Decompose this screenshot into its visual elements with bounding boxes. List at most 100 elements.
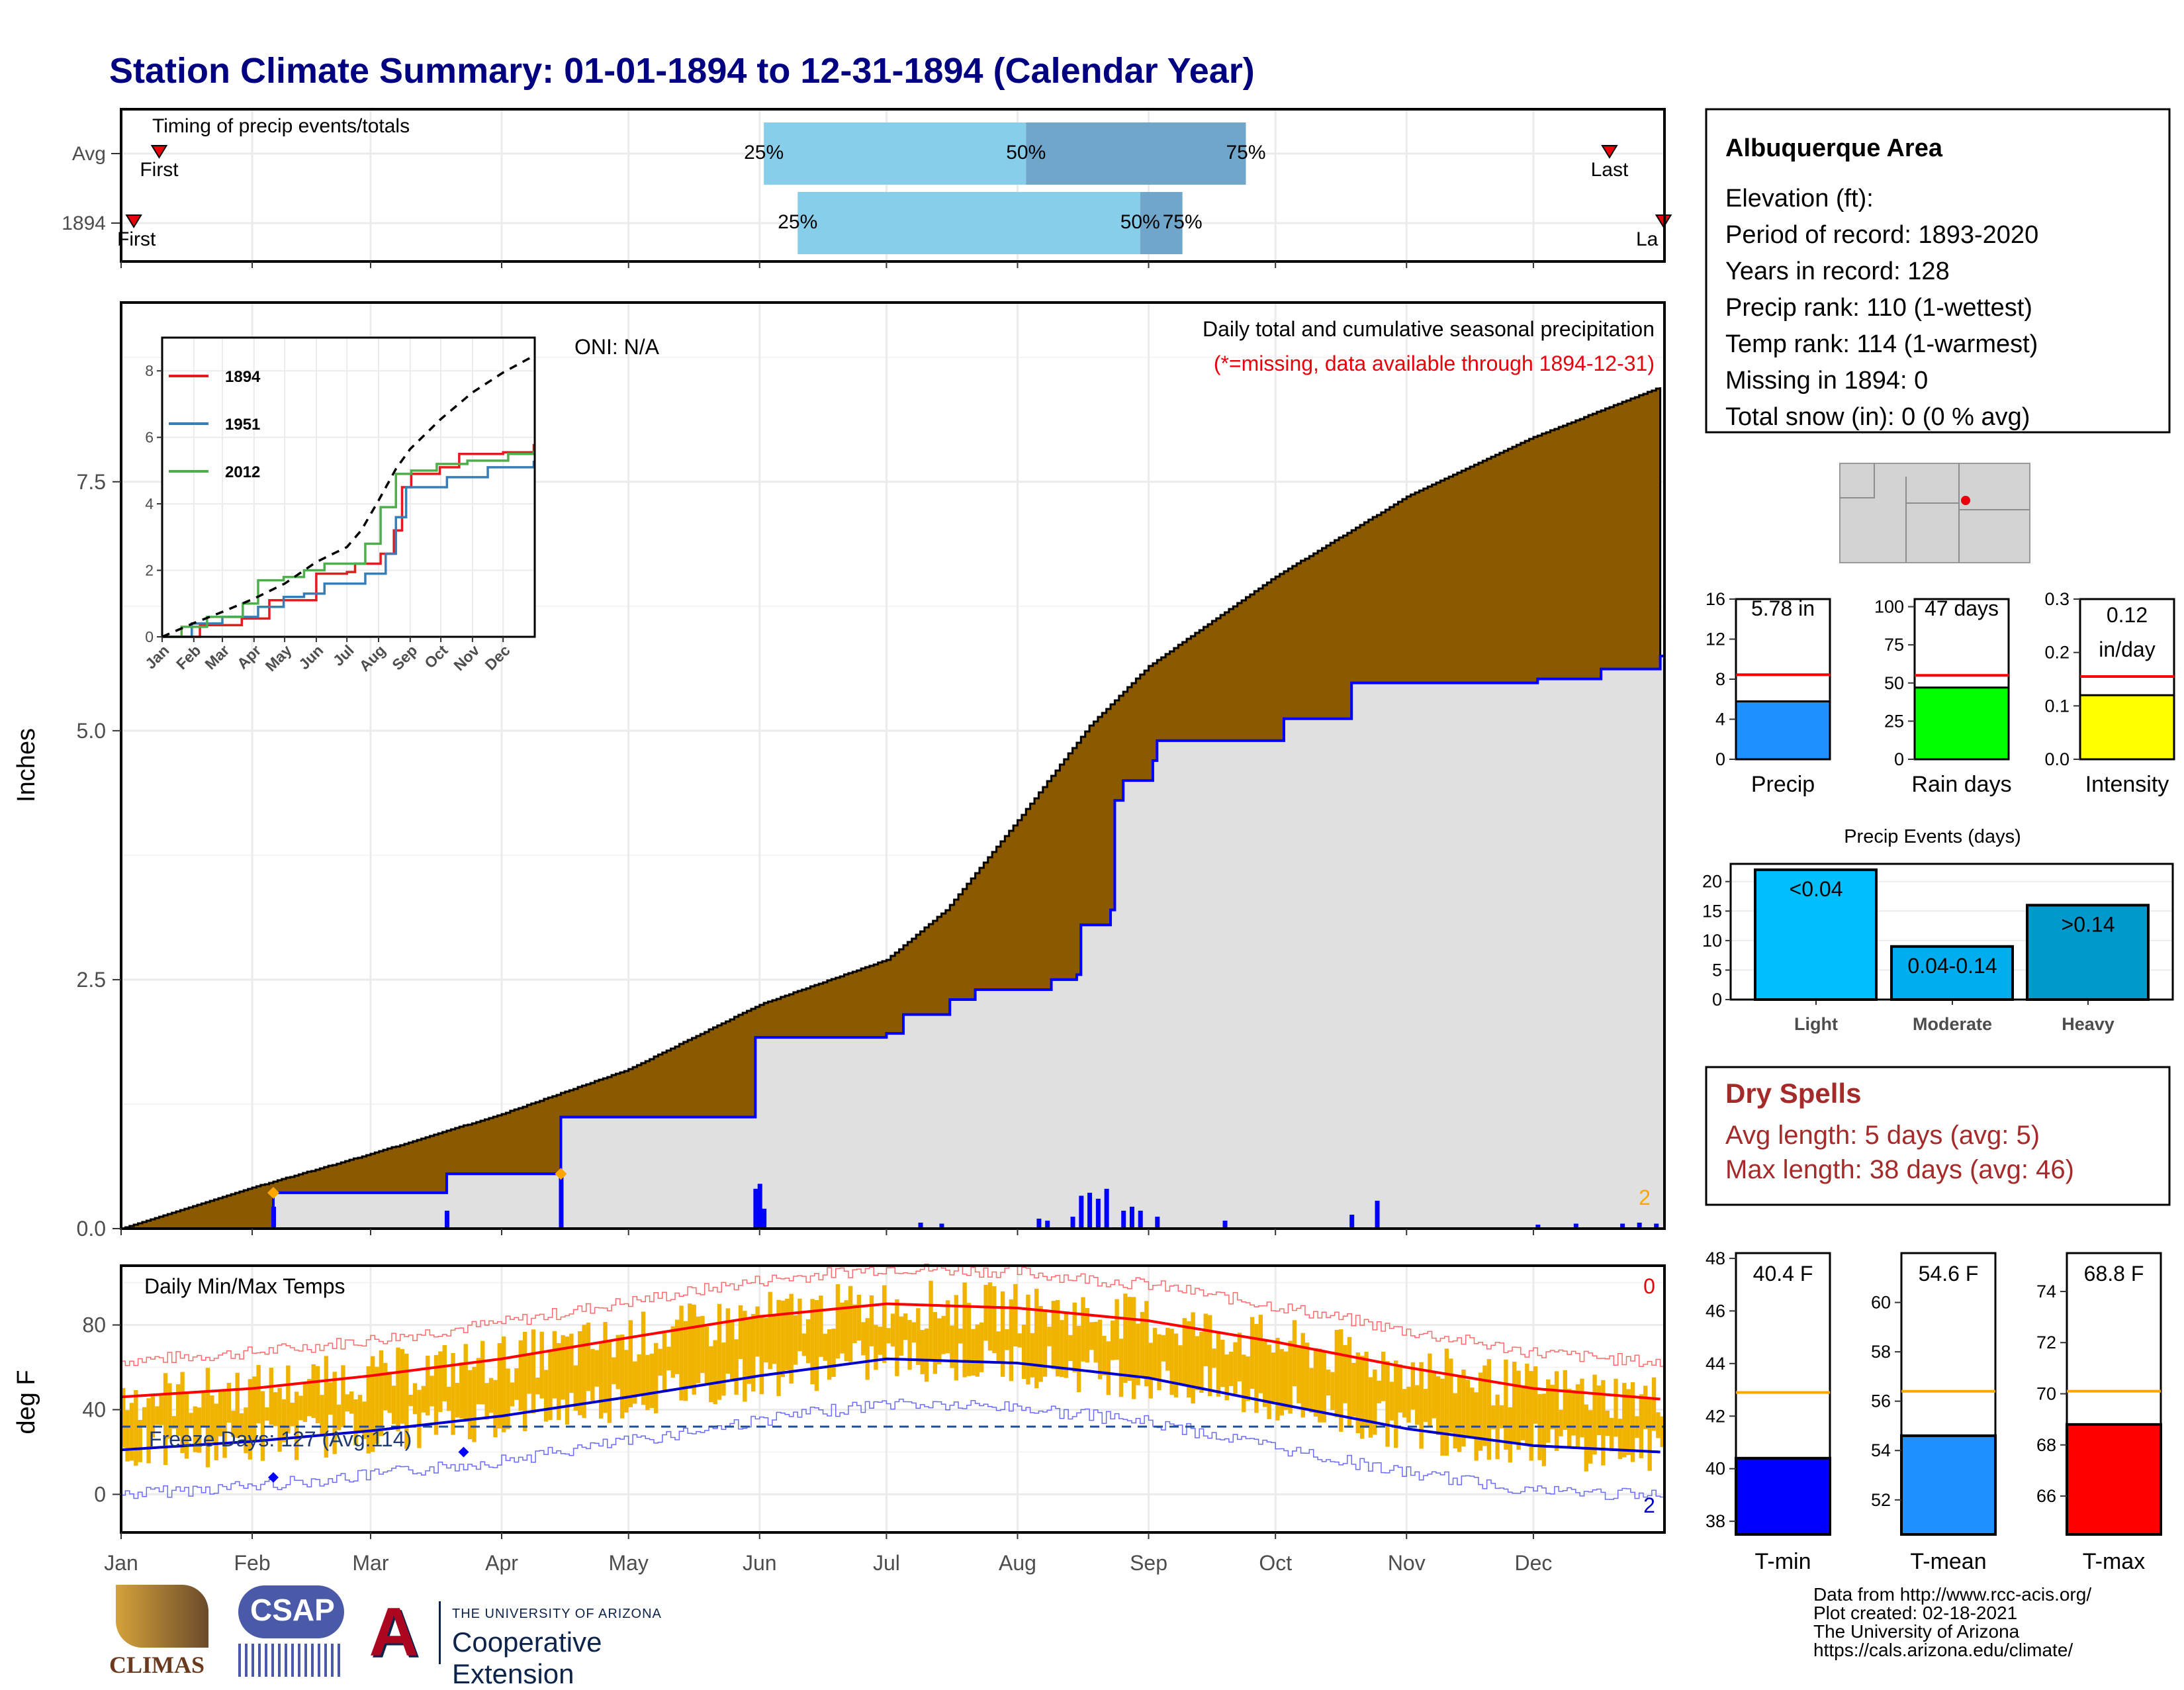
- temp-daily-bar: [1182, 1318, 1187, 1385]
- temp-daily-bar: [412, 1383, 418, 1415]
- temp-daily-bar: [1588, 1410, 1593, 1464]
- station-location-dot: [1961, 496, 1970, 505]
- temp-daily-bar: [874, 1325, 878, 1370]
- precip-summary-value-0: 5.78 in: [1751, 596, 1815, 620]
- temp-daily-bar: [688, 1303, 692, 1389]
- temp-summary-y-tick-label: 48: [1706, 1248, 1725, 1268]
- timing-avg-last-label: Last: [1591, 159, 1629, 181]
- temp-daily-bar: [1093, 1321, 1098, 1363]
- temp-daily-bar: [929, 1280, 933, 1360]
- csap-cloud: [238, 1585, 344, 1638]
- temp-daily-bar: [1465, 1380, 1471, 1436]
- temp-daily-bar: [598, 1342, 604, 1419]
- temp-daily-bar: [1034, 1288, 1039, 1389]
- temp-daily-bar: [1470, 1387, 1475, 1439]
- temp-daily-bar: [1021, 1325, 1026, 1380]
- temp-daily-bar: [497, 1342, 502, 1429]
- precip-summary-y-tick-label: 0.3: [2044, 589, 2070, 609]
- temp-daily-bar: [341, 1365, 345, 1427]
- temp-daily-bar: [785, 1298, 790, 1370]
- temp-daily-bar: [1660, 1416, 1664, 1448]
- temp-daily-bar: [1377, 1380, 1381, 1403]
- temp-summary-bar-2: [2066, 1423, 2162, 1536]
- temp-summary-y-tick-label: 68: [2036, 1435, 2056, 1455]
- ua-logo-line1: THE UNIVERSITY OF ARIZONA: [452, 1607, 662, 1621]
- temp-daily-bar: [1381, 1351, 1386, 1401]
- temp-avg-max-line: [120, 1302, 1661, 1401]
- temp-daily-bar: [1389, 1382, 1394, 1421]
- temp-daily-bar: [578, 1331, 582, 1415]
- temp-daily-bar: [150, 1396, 156, 1438]
- temp-daily-bar: [396, 1347, 400, 1432]
- temp-daily-bar: [1584, 1404, 1588, 1472]
- temp-daily-bar: [138, 1420, 142, 1462]
- temp-daily-bar: [1199, 1331, 1204, 1393]
- temp-daily-bar: [1423, 1389, 1428, 1423]
- temp-daily-bar: [193, 1406, 198, 1452]
- temp-daily-bar: [586, 1323, 591, 1391]
- precip-daily-bar: [1349, 1214, 1355, 1229]
- temp-daily-bar: [1596, 1385, 1602, 1436]
- precip-daily-bar: [1121, 1210, 1126, 1229]
- temp-daily-bar: [1152, 1327, 1158, 1379]
- report-title: Station Climate Summary: 01-01-1894 to 1…: [109, 51, 1255, 91]
- temp-daily-bar: [557, 1342, 561, 1421]
- temp-daily-bar: [1026, 1294, 1030, 1385]
- precip-summary-bar-0: [1735, 700, 1831, 761]
- temp-daily-bar: [189, 1413, 193, 1429]
- temp-daily-bar: [421, 1385, 426, 1413]
- temp-daily-bar: [163, 1373, 168, 1466]
- temp-daily-bar: [1478, 1372, 1483, 1451]
- temp-daily-bar: [408, 1394, 413, 1407]
- precip-summary-y-tick-label: 8: [1715, 669, 1725, 689]
- temp-daily-bar: [328, 1382, 333, 1415]
- temp-daily-bar: [438, 1351, 443, 1413]
- temp-daily-bar: [134, 1389, 138, 1466]
- temp-daily-bar: [1495, 1394, 1500, 1460]
- csap-logo: CSAP: [232, 1585, 351, 1681]
- timing-avg-first-label: First: [140, 159, 179, 181]
- temp-daily-bar: [734, 1339, 739, 1395]
- temp-daily-bar: [1559, 1409, 1563, 1436]
- precip-daily-bar: [1104, 1188, 1109, 1229]
- temp-daily-bar: [1639, 1394, 1644, 1458]
- temp-daily-bar: [658, 1348, 662, 1376]
- temp-daily-bar: [1212, 1348, 1216, 1368]
- temp-daily-bar: [1651, 1377, 1657, 1431]
- precip-summary-y-tick-label: 12: [1706, 630, 1725, 649]
- temp-daily-bar: [565, 1337, 570, 1425]
- precip-events-bar-label-1: 0.04-0.14: [1907, 954, 1997, 978]
- temp-daily-bar: [1516, 1370, 1521, 1450]
- precip-daily-bar: [444, 1210, 449, 1229]
- month-axis-label: Mar: [352, 1551, 388, 1575]
- precip-summary-value-1: 47 days: [1925, 596, 1999, 620]
- inset-y-tick-label: 6: [145, 429, 154, 446]
- temp-daily-bar: [1220, 1339, 1225, 1387]
- temp-summary-category-0: T-min: [1755, 1549, 1811, 1574]
- temp-daily-bar: [966, 1303, 972, 1376]
- temp-daily-bar: [1055, 1299, 1060, 1377]
- precip-summary-bar-2: [2079, 694, 2175, 761]
- temp-daily-bar: [865, 1318, 870, 1380]
- precip-events-y-tick-label: 15: [1702, 901, 1722, 921]
- temp-daily-bar: [1013, 1284, 1018, 1346]
- temp-daily-bar: [738, 1305, 743, 1360]
- temp-daily-bar: [713, 1340, 717, 1405]
- temp-daily-bar: [1355, 1352, 1360, 1434]
- temp-daily-bar: [1339, 1329, 1343, 1432]
- precip-events-y-tick-label: 10: [1702, 931, 1722, 951]
- temp-daily-bar: [167, 1383, 172, 1439]
- precip-events-border: [1729, 863, 2174, 1001]
- temp-daily-bar: [819, 1295, 823, 1357]
- temp-daily-bar: [645, 1354, 650, 1411]
- temp-y-axis-label: deg F: [13, 1370, 40, 1434]
- temp-daily-bar: [1486, 1359, 1492, 1460]
- temp-daily-bar: [1410, 1362, 1416, 1410]
- temp-daily-bar: [531, 1329, 536, 1414]
- temp-daily-bar: [1643, 1385, 1648, 1429]
- inset-series-2012: [162, 450, 535, 638]
- temp-daily-bar: [446, 1386, 451, 1411]
- temp-daily-bar: [1647, 1399, 1652, 1471]
- temp-daily-bar: [679, 1305, 684, 1401]
- temp-daily-bar: [840, 1302, 844, 1354]
